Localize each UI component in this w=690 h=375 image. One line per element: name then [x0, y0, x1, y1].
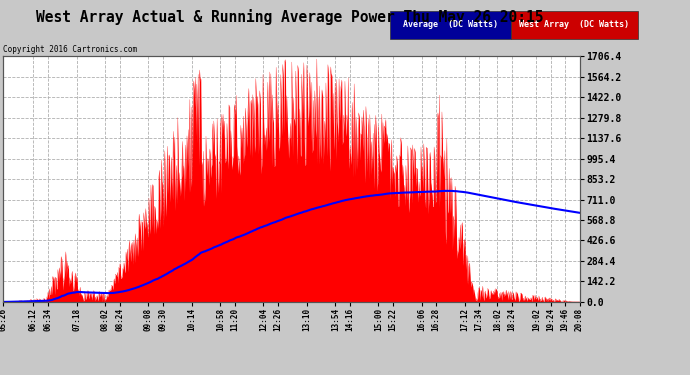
Text: West Array Actual & Running Average Power Thu May 26 20:15: West Array Actual & Running Average Powe… — [36, 9, 544, 26]
Text: West Array  (DC Watts): West Array (DC Watts) — [520, 20, 629, 29]
Text: Average  (DC Watts): Average (DC Watts) — [403, 20, 497, 29]
Text: Copyright 2016 Cartronics.com: Copyright 2016 Cartronics.com — [3, 45, 137, 54]
